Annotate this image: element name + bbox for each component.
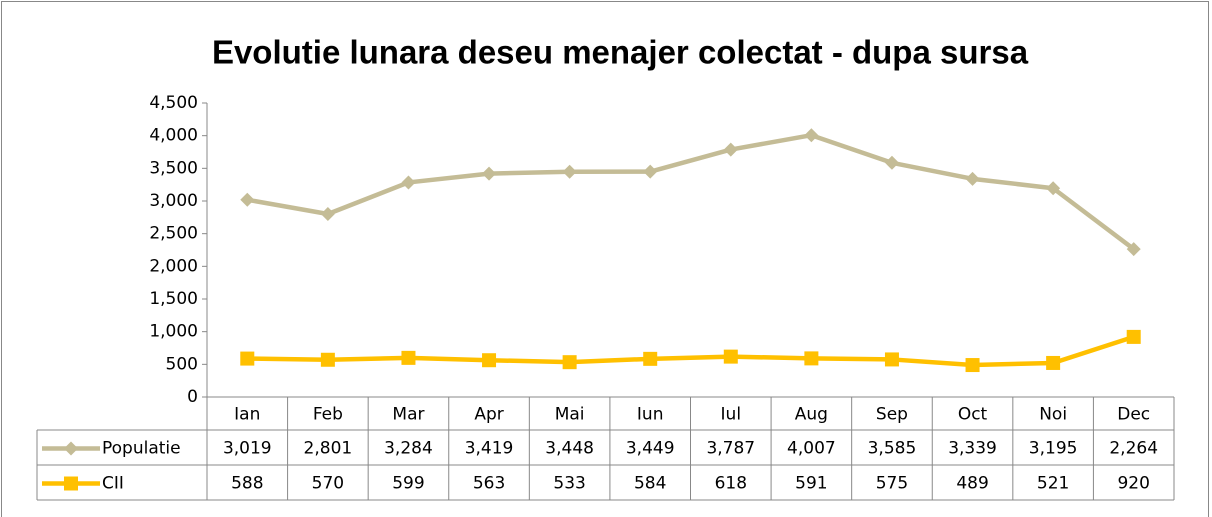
- y-tick-label: 2,500: [149, 224, 198, 244]
- table-value: 3,585: [868, 439, 917, 459]
- table-value: 3,449: [626, 439, 675, 459]
- y-tick-label: 0: [187, 387, 198, 407]
- data-point: [320, 207, 335, 222]
- table-value: 618: [715, 474, 747, 494]
- data-point: [482, 166, 497, 181]
- x-tick-label: Iun: [637, 405, 664, 425]
- table-value: 3,448: [545, 439, 594, 459]
- data-point: [884, 155, 899, 170]
- table-value: 575: [876, 474, 908, 494]
- table-value: 3,284: [384, 439, 433, 459]
- data-point: [240, 192, 255, 207]
- data-point: [965, 358, 980, 373]
- table-value: 533: [553, 474, 585, 494]
- data-point: [965, 171, 980, 186]
- data-point: [643, 164, 658, 179]
- data-point: [401, 175, 416, 190]
- table-value: 3,195: [1029, 439, 1078, 459]
- x-tick-label: Noi: [1039, 405, 1067, 425]
- table-value: 521: [1037, 474, 1069, 494]
- legend-label: Populatie: [102, 439, 181, 459]
- data-point: [482, 353, 497, 368]
- y-tick-label: 2,000: [149, 256, 198, 276]
- x-tick-label: Ian: [234, 405, 260, 425]
- legend-label: CII: [102, 474, 124, 494]
- table-value: 920: [1117, 474, 1149, 494]
- x-tick-label: Iul: [721, 405, 742, 425]
- data-point: [401, 350, 416, 365]
- table-value: 3,019: [223, 439, 272, 459]
- table-value: 489: [956, 474, 988, 494]
- data-point: [804, 128, 819, 143]
- series-line: [246, 132, 1136, 251]
- y-tick-label: 1,500: [149, 289, 198, 309]
- data-point: [804, 351, 819, 366]
- y-tick-label: 1,000: [149, 322, 198, 342]
- table-value: 588: [231, 474, 263, 494]
- data-point: [723, 349, 738, 364]
- table-value: 599: [392, 474, 424, 494]
- series-line: [247, 334, 1135, 368]
- y-tick-label: 3,000: [149, 191, 198, 211]
- chart-title: Evolutie lunara deseu menajer colectat -…: [212, 34, 1029, 71]
- table-value: 584: [634, 474, 666, 494]
- x-tick-label: Apr: [474, 405, 503, 425]
- x-tick-label: Mai: [555, 405, 585, 425]
- data-point: [1126, 329, 1141, 344]
- data-point: [884, 352, 899, 367]
- table-value: 2,801: [304, 439, 353, 459]
- x-tick-label: Aug: [795, 405, 828, 425]
- data-point: [320, 352, 335, 367]
- table-value: 563: [473, 474, 505, 494]
- data-point: [1046, 355, 1061, 370]
- table-value: 570: [312, 474, 344, 494]
- y-tick-label: 4,500: [149, 93, 198, 113]
- data-point: [562, 355, 577, 370]
- y-tick-label: 4,000: [149, 126, 198, 146]
- x-tick-label: Dec: [1117, 405, 1150, 425]
- x-tick-label: Feb: [313, 405, 343, 425]
- x-tick-label: Oct: [958, 405, 988, 425]
- y-tick-label: 500: [166, 354, 198, 374]
- table-value: 3,419: [465, 439, 514, 459]
- data-point: [1126, 242, 1141, 257]
- table-value: 3,787: [706, 439, 755, 459]
- table-value: 4,007: [787, 439, 836, 459]
- table-value: 591: [795, 474, 827, 494]
- table-value: 2,264: [1109, 439, 1158, 459]
- data-point: [562, 164, 577, 179]
- table-value: 3,339: [948, 439, 997, 459]
- legend-key-marker: [64, 441, 78, 456]
- data-point: [643, 351, 658, 366]
- x-tick-label: Sep: [876, 405, 908, 425]
- data-point: [240, 351, 255, 366]
- x-tick-label: Mar: [392, 405, 424, 425]
- legend-key-marker: [64, 476, 78, 491]
- data-point: [723, 142, 738, 157]
- data-point: [1046, 181, 1061, 196]
- y-tick-label: 3,500: [149, 158, 198, 178]
